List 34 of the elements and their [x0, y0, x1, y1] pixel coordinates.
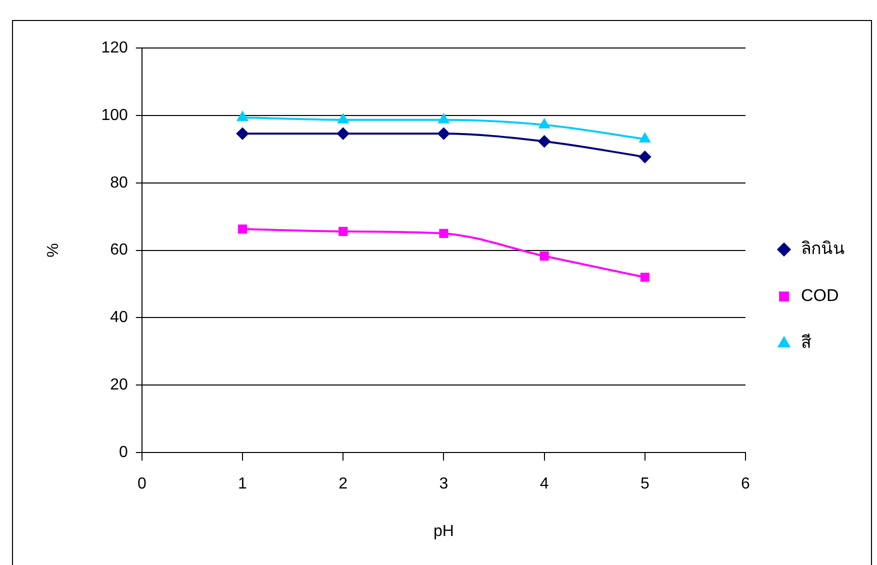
x-tick-label: 5: [640, 476, 650, 493]
x-tick-label: 3: [439, 476, 448, 493]
point: [236, 128, 248, 140]
point: [337, 128, 350, 140]
legend-label: สี: [801, 333, 812, 352]
point: [538, 118, 550, 128]
x-tick-label: 6: [741, 476, 750, 493]
y-tick-label: 20: [110, 376, 128, 394]
y-tick-label: 40: [110, 309, 128, 326]
point: [540, 251, 549, 261]
point: [640, 272, 650, 282]
x-tick-label: 0: [137, 476, 146, 493]
point: [640, 133, 650, 143]
point: [438, 114, 450, 124]
point: [538, 135, 550, 148]
x-axis-title: pH: [433, 522, 454, 540]
point: [638, 150, 651, 163]
point: [238, 224, 248, 234]
y-tick-label: 80: [110, 174, 128, 192]
x-tick-label: 4: [540, 476, 549, 493]
y-tick-label: 100: [101, 106, 128, 124]
x-tick-label: 2: [338, 476, 348, 493]
y-tick-label: 60: [110, 242, 128, 259]
point: [439, 228, 448, 238]
y-axis-title: %: [45, 243, 62, 258]
point: [438, 128, 450, 140]
y-tick-label: 120: [101, 39, 128, 56]
point: [237, 111, 248, 121]
legend-label: ลิกนิน: [801, 239, 845, 258]
x-tick-label: 1: [238, 476, 248, 493]
legend-label: COD: [801, 286, 839, 306]
point: [338, 114, 348, 124]
point: [338, 226, 348, 236]
y-tick-label: 0: [118, 444, 128, 462]
